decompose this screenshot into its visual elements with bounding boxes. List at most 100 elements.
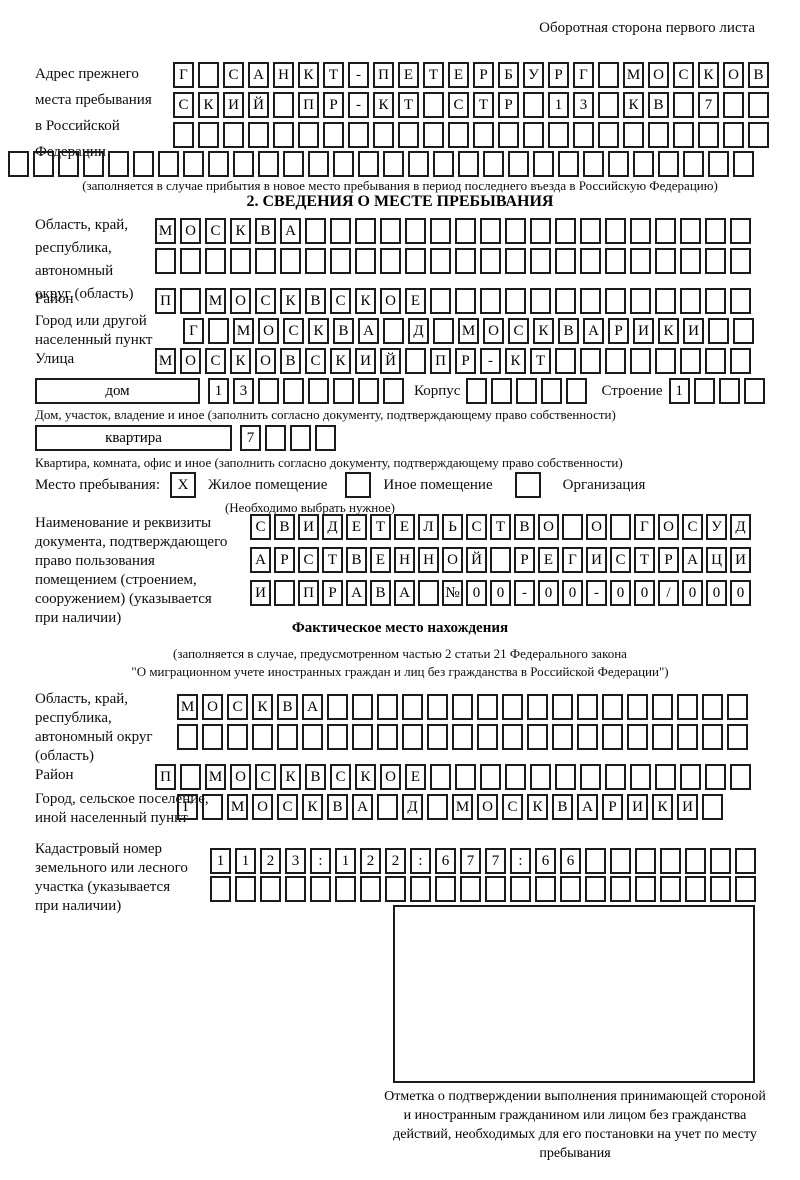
- char-cell[interactable]: [327, 724, 348, 750]
- char-cell[interactable]: О: [658, 514, 679, 540]
- char-cell[interactable]: Р: [602, 794, 623, 820]
- char-cell[interactable]: [383, 378, 404, 404]
- char-cell[interactable]: [455, 248, 476, 274]
- char-cell[interactable]: [355, 248, 376, 274]
- char-cell[interactable]: В: [255, 218, 276, 244]
- char-cell[interactable]: [652, 724, 673, 750]
- char-cell[interactable]: [133, 151, 154, 177]
- char-cell[interactable]: [427, 724, 448, 750]
- char-cell[interactable]: И: [298, 514, 319, 540]
- char-cell[interactable]: [748, 122, 769, 148]
- char-cell[interactable]: Д: [322, 514, 343, 540]
- char-cell[interactable]: [660, 848, 681, 874]
- char-cell[interactable]: [473, 122, 494, 148]
- char-cell[interactable]: [580, 248, 601, 274]
- char-cell[interactable]: Т: [473, 92, 494, 118]
- char-cell[interactable]: [735, 848, 756, 874]
- char-cell[interactable]: [605, 348, 626, 374]
- char-cell[interactable]: С: [283, 318, 304, 344]
- char-cell[interactable]: Г: [183, 318, 204, 344]
- char-cell[interactable]: [583, 151, 604, 177]
- char-cell[interactable]: В: [558, 318, 579, 344]
- char-cell[interactable]: [573, 122, 594, 148]
- char-cell[interactable]: [655, 764, 676, 790]
- char-cell[interactable]: [360, 876, 381, 902]
- char-cell[interactable]: [398, 122, 419, 148]
- char-cell[interactable]: К: [355, 288, 376, 314]
- char-cell[interactable]: А: [248, 62, 269, 88]
- char-cell[interactable]: К: [230, 218, 251, 244]
- char-cell[interactable]: [480, 248, 501, 274]
- char-cell[interactable]: [108, 151, 129, 177]
- checkbox-inoe[interactable]: [345, 472, 372, 498]
- char-cell[interactable]: [730, 764, 751, 790]
- char-cell[interactable]: [455, 218, 476, 244]
- char-cell[interactable]: [705, 248, 726, 274]
- char-cell[interactable]: [610, 848, 631, 874]
- char-cell[interactable]: М: [623, 62, 644, 88]
- char-cell[interactable]: В: [280, 348, 301, 374]
- char-cell[interactable]: 6: [535, 848, 556, 874]
- char-cell[interactable]: [283, 151, 304, 177]
- char-cell[interactable]: [155, 248, 176, 274]
- char-cell[interactable]: [658, 151, 679, 177]
- char-cell[interactable]: М: [177, 694, 198, 720]
- char-cell[interactable]: [605, 288, 626, 314]
- char-cell[interactable]: [530, 218, 551, 244]
- char-cell[interactable]: [555, 248, 576, 274]
- char-cell[interactable]: Е: [370, 547, 391, 573]
- char-cell[interactable]: [685, 848, 706, 874]
- char-cell[interactable]: П: [155, 288, 176, 314]
- char-cell[interactable]: Р: [323, 92, 344, 118]
- char-cell[interactable]: Г: [177, 794, 198, 820]
- char-cell[interactable]: Р: [473, 62, 494, 88]
- char-cell[interactable]: [735, 876, 756, 902]
- char-cell[interactable]: [705, 288, 726, 314]
- char-cell[interactable]: С: [255, 764, 276, 790]
- char-cell[interactable]: [730, 288, 751, 314]
- char-cell[interactable]: [555, 348, 576, 374]
- char-cell[interactable]: С: [173, 92, 194, 118]
- char-cell[interactable]: У: [523, 62, 544, 88]
- char-cell[interactable]: Е: [448, 62, 469, 88]
- char-cell[interactable]: [423, 122, 444, 148]
- char-cell[interactable]: [627, 694, 648, 720]
- char-cell[interactable]: [410, 876, 431, 902]
- char-cell[interactable]: [358, 151, 379, 177]
- char-cell[interactable]: К: [373, 92, 394, 118]
- char-cell[interactable]: [516, 378, 538, 404]
- char-cell[interactable]: В: [274, 514, 295, 540]
- korpus-cells[interactable]: [466, 378, 588, 404]
- char-cell[interactable]: [702, 724, 723, 750]
- char-cell[interactable]: [541, 378, 563, 404]
- char-cell[interactable]: Е: [405, 288, 426, 314]
- char-cell[interactable]: [555, 764, 576, 790]
- char-cell[interactable]: [598, 92, 619, 118]
- char-cell[interactable]: [748, 92, 769, 118]
- char-cell[interactable]: И: [586, 547, 607, 573]
- char-cell[interactable]: [180, 764, 201, 790]
- char-cell[interactable]: [452, 694, 473, 720]
- char-cell[interactable]: [630, 218, 651, 244]
- char-cell[interactable]: [527, 694, 548, 720]
- char-cell[interactable]: Д: [408, 318, 429, 344]
- char-cell[interactable]: 0: [682, 580, 703, 606]
- char-cell[interactable]: И: [683, 318, 704, 344]
- char-cell[interactable]: О: [252, 794, 273, 820]
- char-cell[interactable]: [683, 151, 704, 177]
- char-cell[interactable]: К: [505, 348, 526, 374]
- char-cell[interactable]: [198, 122, 219, 148]
- char-cell[interactable]: [655, 288, 676, 314]
- char-cell[interactable]: [230, 248, 251, 274]
- char-cell[interactable]: П: [373, 62, 394, 88]
- char-cell[interactable]: [202, 724, 223, 750]
- char-cell[interactable]: [733, 151, 754, 177]
- char-cell[interactable]: С: [227, 694, 248, 720]
- char-cell[interactable]: К: [355, 764, 376, 790]
- char-cell[interactable]: В: [514, 514, 535, 540]
- char-cell[interactable]: [310, 876, 331, 902]
